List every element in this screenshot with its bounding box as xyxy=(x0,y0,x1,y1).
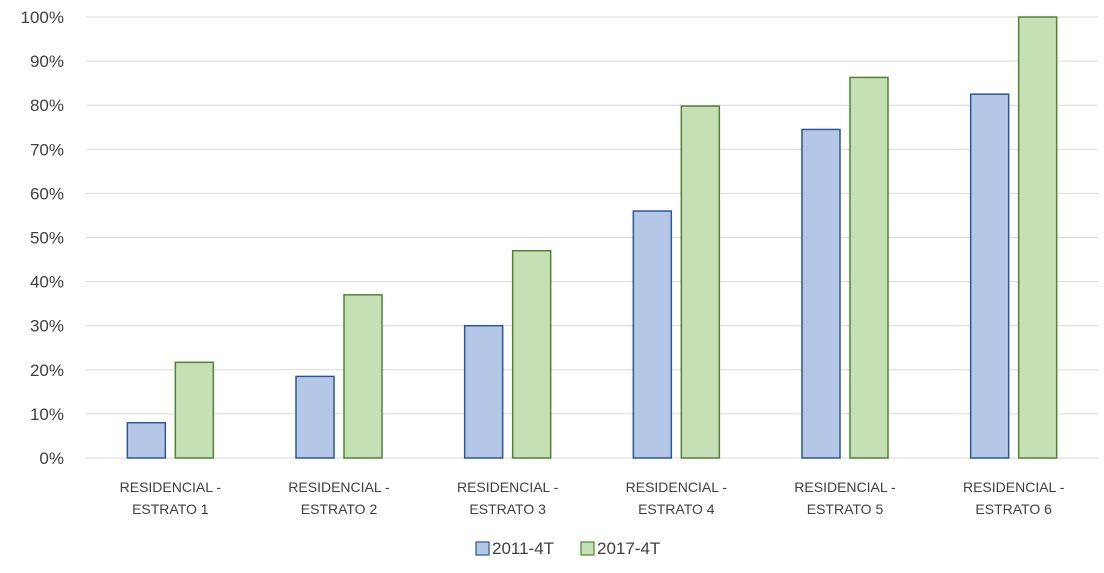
x-category-label-line: RESIDENCIAL - xyxy=(963,479,1065,495)
y-tick-label: 70% xyxy=(30,140,64,159)
bar-2011-4T-estrato-5 xyxy=(801,128,841,459)
bars xyxy=(126,16,1058,459)
legend-swatch-2017-4T xyxy=(580,541,595,556)
x-category-label: RESIDENCIAL - ESTRATO 3 xyxy=(457,479,559,517)
x-category-label: RESIDENCIAL - ESTRATO 6 xyxy=(963,479,1065,517)
bar-2011-4T-estrato-2 xyxy=(295,375,335,459)
y-tick-label: 90% xyxy=(30,52,64,71)
legend-swatch-2011-4T xyxy=(475,541,490,556)
bar-2011-4T-estrato-6 xyxy=(969,93,1010,459)
bar-2011-4T-estrato-1 xyxy=(126,421,167,459)
x-category-label-line: ESTRATO 1 xyxy=(132,501,209,517)
legend-label-2017-4T: 2017-4T xyxy=(597,539,660,558)
bar-2017-4T-estrato-2 xyxy=(343,294,383,459)
bar-2017-4T-estrato-1 xyxy=(174,361,215,459)
bar-2011-4T-estrato-4 xyxy=(632,210,673,459)
x-category-label-line: RESIDENCIAL - xyxy=(626,479,728,495)
y-tick-label: 60% xyxy=(30,184,64,203)
x-category-label-line: RESIDENCIAL - xyxy=(120,479,222,495)
y-tick-label: 20% xyxy=(30,361,64,380)
gridlines xyxy=(86,16,1098,459)
x-category-label-line: ESTRATO 3 xyxy=(469,501,546,517)
y-tick-label: 50% xyxy=(30,229,64,248)
bar-2017-4T-estrato-4 xyxy=(680,105,721,459)
bar-2017-4T-estrato-3 xyxy=(511,249,552,459)
y-tick-label: 100% xyxy=(21,8,64,27)
legend: 2011-4T 2017-4T xyxy=(475,539,660,558)
y-axis-tick-labels: 0% 10% 20% 30% 40% 50% 60% 70% 80% 90% 100% xyxy=(21,8,64,468)
x-category-label: RESIDENCIAL - ESTRATO 4 xyxy=(626,479,728,517)
x-axis-category-labels: RESIDENCIAL - ESTRATO 1 RESIDENCIAL - ESTRA… xyxy=(120,479,1065,517)
x-category-label: RESIDENCIAL - ESTRATO 5 xyxy=(794,479,896,517)
x-category-label-line: ESTRATO 5 xyxy=(807,501,884,517)
x-category-label-line: ESTRATO 6 xyxy=(975,501,1052,517)
x-category-label-line: RESIDENCIAL - xyxy=(288,479,390,495)
y-tick-label: 10% xyxy=(30,405,64,424)
bar-2011-4T-estrato-3 xyxy=(463,324,504,459)
x-category-label: RESIDENCIAL - ESTRATO 2 xyxy=(288,479,390,517)
x-category-label-line: ESTRATO 4 xyxy=(638,501,715,517)
bar-2017-4T-estrato-6 xyxy=(1017,16,1058,459)
x-category-label-line: RESIDENCIAL - xyxy=(794,479,896,495)
x-category-label: RESIDENCIAL - ESTRATO 1 xyxy=(120,479,222,517)
bar-2017-4T-estrato-5 xyxy=(849,76,889,459)
x-category-label-line: RESIDENCIAL - xyxy=(457,479,559,495)
y-tick-label: 40% xyxy=(30,273,64,292)
y-tick-label: 30% xyxy=(30,317,64,336)
legend-label-2011-4T: 2011-4T xyxy=(492,539,554,558)
y-tick-label: 0% xyxy=(39,449,64,468)
y-tick-label: 80% xyxy=(30,96,64,115)
x-category-label-line: ESTRATO 2 xyxy=(301,501,378,517)
